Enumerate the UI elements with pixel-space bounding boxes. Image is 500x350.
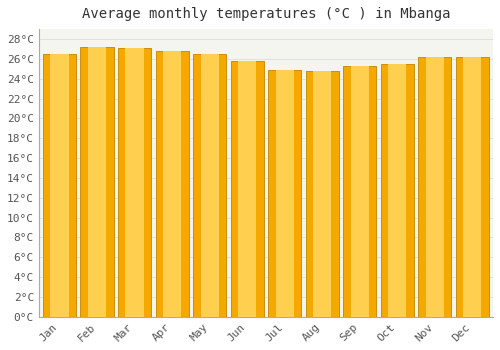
Title: Average monthly temperatures (°C ) in Mbanga: Average monthly temperatures (°C ) in Mb… <box>82 7 450 21</box>
Bar <box>426 57 444 317</box>
Bar <box>193 54 226 317</box>
Bar <box>163 51 181 317</box>
Bar <box>456 57 489 317</box>
Bar <box>276 70 294 317</box>
Bar <box>381 64 414 317</box>
Bar <box>230 61 264 317</box>
Bar <box>50 54 68 317</box>
Bar <box>200 54 218 317</box>
Bar <box>43 54 76 317</box>
Bar <box>313 71 332 317</box>
Bar <box>126 48 144 317</box>
Bar <box>268 70 301 317</box>
Bar <box>350 66 369 317</box>
Bar <box>80 47 114 317</box>
Bar <box>238 61 256 317</box>
Bar <box>418 57 452 317</box>
Bar <box>88 47 106 317</box>
Bar <box>388 64 406 317</box>
Bar <box>306 71 339 317</box>
Bar <box>344 66 376 317</box>
Bar <box>118 48 151 317</box>
Bar <box>156 51 188 317</box>
Bar <box>464 57 481 317</box>
